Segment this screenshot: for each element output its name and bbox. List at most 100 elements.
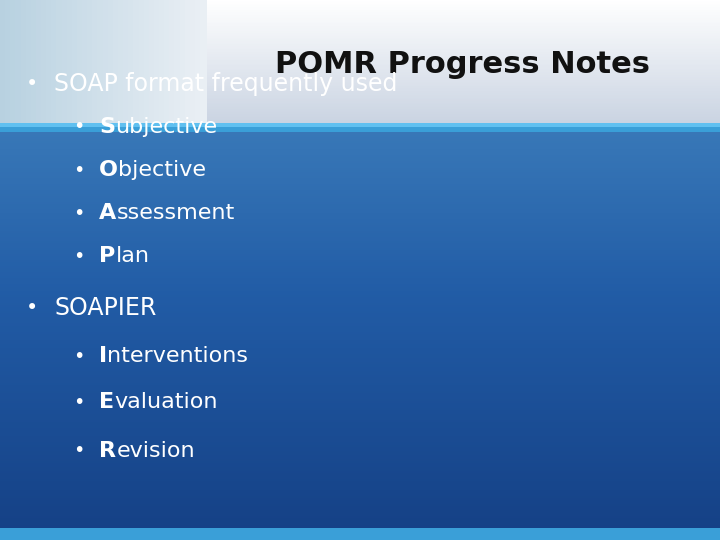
Text: SOAPIER: SOAPIER bbox=[54, 296, 156, 320]
Bar bbox=[0, 151, 720, 154]
Bar bbox=[0, 123, 720, 127]
Bar bbox=[20, 0, 27, 130]
Bar bbox=[0, 285, 720, 288]
Bar bbox=[0, 422, 720, 425]
Bar bbox=[0, 430, 720, 433]
Bar bbox=[113, 0, 120, 130]
Bar bbox=[0, 406, 720, 409]
Bar bbox=[0, 360, 720, 363]
Bar bbox=[0, 119, 720, 122]
Bar bbox=[0, 72, 720, 75]
Bar bbox=[0, 451, 720, 454]
Bar bbox=[0, 182, 720, 185]
Text: •: • bbox=[73, 393, 85, 412]
Bar bbox=[0, 18, 720, 21]
Bar bbox=[0, 420, 720, 423]
Bar bbox=[0, 93, 720, 96]
Bar bbox=[0, 475, 720, 478]
Bar bbox=[0, 106, 720, 109]
Bar bbox=[0, 434, 720, 437]
Bar bbox=[0, 436, 720, 440]
Bar bbox=[0, 103, 720, 105]
Bar bbox=[0, 246, 720, 248]
Bar bbox=[0, 82, 720, 84]
Bar bbox=[123, 0, 130, 130]
Bar bbox=[0, 295, 720, 298]
Bar bbox=[0, 117, 720, 120]
Bar bbox=[0, 356, 720, 360]
Bar bbox=[0, 268, 720, 271]
Bar bbox=[0, 86, 720, 89]
Bar bbox=[0, 328, 720, 330]
Bar bbox=[0, 69, 720, 71]
Text: nterventions: nterventions bbox=[107, 346, 248, 367]
Bar bbox=[0, 397, 720, 401]
Bar bbox=[0, 342, 720, 345]
Bar bbox=[0, 504, 720, 507]
Bar bbox=[0, 5, 720, 8]
Bar bbox=[0, 188, 720, 191]
Bar bbox=[0, 506, 720, 509]
Bar bbox=[0, 457, 720, 460]
Bar bbox=[190, 0, 197, 130]
Bar bbox=[0, 338, 720, 341]
Bar bbox=[0, 1, 720, 3]
Bar bbox=[36, 0, 42, 130]
Bar bbox=[0, 235, 720, 238]
Bar bbox=[0, 529, 720, 532]
Bar bbox=[0, 239, 720, 242]
Bar bbox=[0, 157, 720, 160]
Bar bbox=[0, 307, 720, 310]
Bar bbox=[15, 0, 22, 130]
Bar bbox=[0, 227, 720, 230]
Bar bbox=[0, 379, 720, 382]
Text: bjective: bjective bbox=[118, 160, 207, 180]
Bar bbox=[0, 449, 720, 452]
Bar bbox=[0, 14, 720, 16]
Bar bbox=[0, 196, 720, 199]
Bar bbox=[0, 213, 720, 216]
Bar bbox=[0, 73, 720, 76]
Bar bbox=[184, 0, 192, 130]
Bar bbox=[0, 225, 720, 228]
Bar bbox=[67, 0, 73, 130]
Bar bbox=[77, 0, 84, 130]
Bar bbox=[31, 0, 37, 130]
Bar bbox=[0, 20, 720, 23]
Bar bbox=[0, 258, 720, 261]
Bar bbox=[0, 194, 720, 197]
Bar bbox=[0, 471, 720, 474]
Bar bbox=[0, 241, 720, 245]
Bar bbox=[0, 401, 720, 404]
Bar bbox=[0, 262, 720, 265]
Bar bbox=[0, 26, 720, 29]
Bar bbox=[0, 299, 720, 302]
Bar bbox=[0, 159, 720, 163]
Bar bbox=[0, 124, 720, 126]
Bar bbox=[0, 444, 720, 448]
Bar bbox=[0, 244, 720, 247]
Bar bbox=[0, 123, 720, 132]
Bar bbox=[0, 387, 720, 390]
Bar bbox=[0, 112, 720, 115]
Bar bbox=[0, 233, 720, 237]
Text: •: • bbox=[26, 298, 39, 318]
Bar bbox=[0, 64, 720, 66]
Text: evision: evision bbox=[117, 441, 195, 461]
Bar bbox=[0, 229, 720, 232]
Bar bbox=[0, 167, 720, 171]
Text: •: • bbox=[73, 160, 85, 180]
Bar bbox=[0, 455, 720, 458]
Text: •: • bbox=[73, 347, 85, 366]
Bar bbox=[0, 247, 720, 251]
Text: •: • bbox=[73, 247, 85, 266]
Bar bbox=[0, 15, 720, 18]
Bar bbox=[118, 0, 125, 130]
Bar bbox=[0, 223, 720, 226]
Bar bbox=[0, 91, 720, 94]
Bar bbox=[0, 465, 720, 468]
Bar bbox=[0, 99, 720, 102]
Bar bbox=[0, 469, 720, 472]
Bar bbox=[164, 0, 171, 130]
Bar bbox=[0, 362, 720, 366]
